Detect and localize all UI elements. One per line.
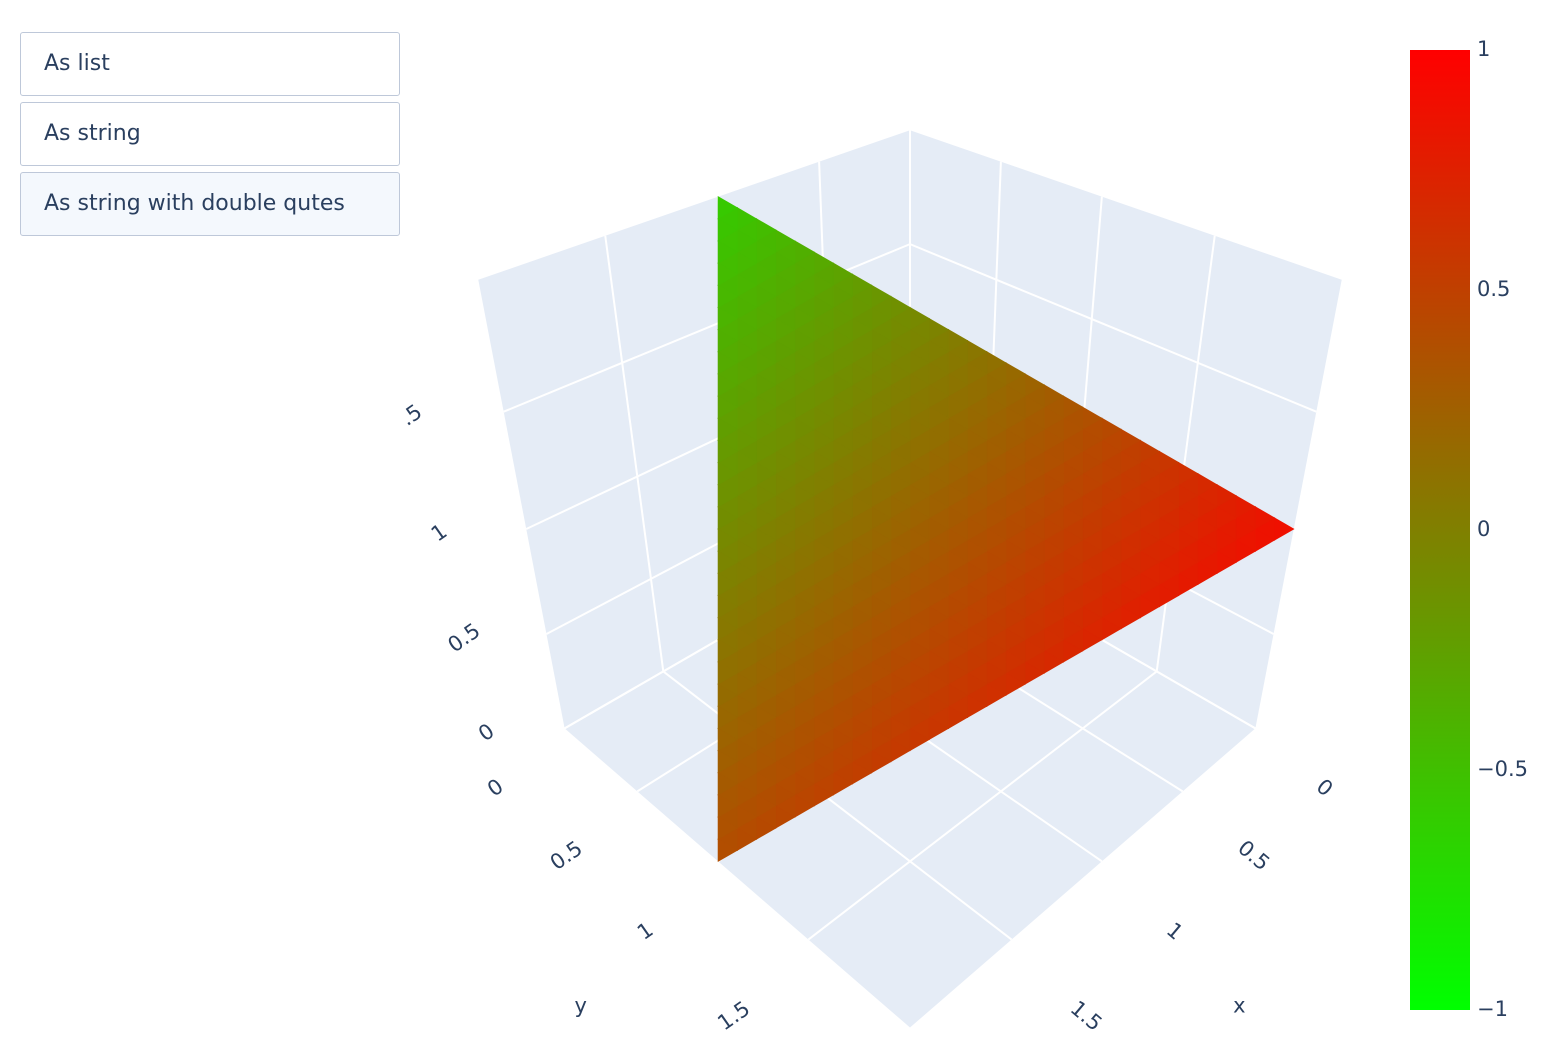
mesh-fragment bbox=[717, 639, 739, 663]
mesh-fragment bbox=[717, 351, 739, 375]
colorbar-tick-label: 1 bbox=[1477, 37, 1490, 61]
mesh-fragment bbox=[717, 616, 739, 641]
mesh-fragment bbox=[717, 838, 739, 863]
mesh-fragment bbox=[717, 284, 739, 309]
mesh-fragment bbox=[717, 572, 739, 597]
x-tick-label: 0 bbox=[1312, 774, 1338, 801]
mesh-fragment bbox=[717, 483, 739, 508]
grid-line bbox=[604, 235, 665, 672]
x-tick-label: 1 bbox=[1162, 918, 1188, 945]
z-tick-label: 0.5 bbox=[443, 618, 484, 657]
mesh-face bbox=[717, 195, 1295, 863]
y-tick-label: 0.5 bbox=[546, 836, 587, 875]
z-tick-label: 1 bbox=[427, 519, 452, 546]
grid-line bbox=[807, 670, 1158, 941]
mesh-fragment bbox=[717, 306, 739, 331]
mesh-fragment bbox=[717, 195, 739, 220]
grid-line bbox=[909, 243, 1317, 413]
mesh-fragment bbox=[717, 594, 739, 619]
mesh-fragment bbox=[717, 461, 739, 486]
mesh-fragment bbox=[717, 373, 739, 397]
mesh-fragment bbox=[717, 661, 739, 685]
colorbar-tick-label: 0 bbox=[1477, 517, 1490, 541]
mesh-fragment bbox=[717, 328, 739, 353]
mesh-fragment bbox=[717, 417, 739, 442]
y-axis-title: y bbox=[574, 994, 586, 1018]
mesh-fragment bbox=[717, 262, 739, 286]
button[interactable]: As string bbox=[20, 102, 400, 166]
mesh-fragment bbox=[717, 528, 739, 552]
y-tick-label: 0 bbox=[483, 774, 508, 801]
mesh-fragment bbox=[717, 218, 739, 242]
button[interactable]: As list bbox=[20, 32, 400, 96]
colorbar-tick-label: −1 bbox=[1477, 997, 1508, 1021]
colorbar-tick-label: −0.5 bbox=[1477, 757, 1528, 781]
mesh-fragment bbox=[717, 395, 739, 419]
x-tick-label: 1.5 bbox=[1066, 996, 1107, 1036]
mesh-fragment bbox=[717, 705, 739, 730]
mesh-fragment bbox=[717, 794, 739, 818]
mesh-fragment bbox=[717, 749, 739, 774]
mesh-fragment bbox=[717, 772, 739, 796]
colorbar bbox=[1410, 50, 1470, 1010]
mesh-fragment bbox=[717, 683, 739, 707]
y-tick-label: 1 bbox=[633, 917, 658, 944]
x-axis-title: x bbox=[1233, 994, 1245, 1018]
mesh-fragment bbox=[717, 727, 739, 752]
mesh-fragment bbox=[717, 240, 739, 264]
y-tick-label: 1.5 bbox=[713, 996, 754, 1035]
colorbar-tick-label: 0.5 bbox=[1477, 277, 1510, 301]
mesh-fragment bbox=[717, 816, 739, 840]
mesh-fragment bbox=[717, 506, 739, 530]
mesh-fragment bbox=[717, 550, 739, 575]
z-tick-label: 0 bbox=[474, 719, 499, 746]
mesh-fragment bbox=[717, 439, 739, 464]
z-tick-label: .5 bbox=[396, 399, 426, 430]
x-tick-label: 0.5 bbox=[1233, 836, 1274, 876]
button[interactable]: As string with double qutes bbox=[20, 172, 400, 236]
